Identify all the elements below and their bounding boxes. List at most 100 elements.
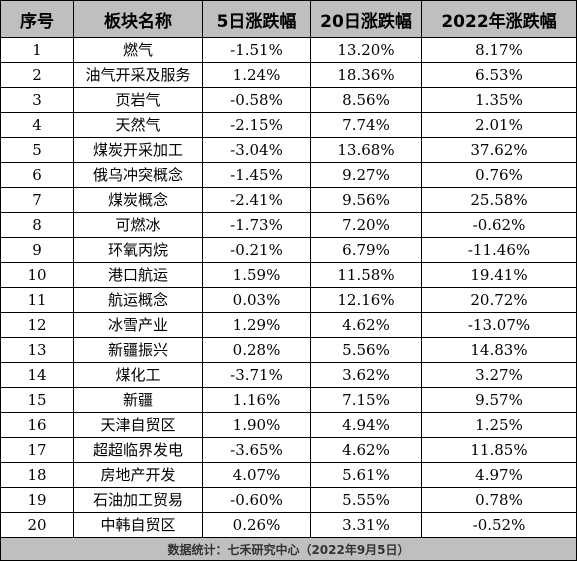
- table-row: 19 石油加工贸易 -0.60% 5.55% 0.78%: [0, 487, 577, 513]
- cell-index: 15: [0, 387, 74, 413]
- cell-2022-change: 0.78%: [421, 487, 577, 513]
- cell-20day-change: 5.61%: [310, 462, 422, 488]
- cell-2022-change: 4.97%: [421, 462, 577, 488]
- cell-20day-change: 12.16%: [310, 287, 422, 313]
- cell-20day-change: 13.68%: [310, 137, 422, 163]
- cell-index: 4: [0, 112, 74, 138]
- cell-5day-change: 1.16%: [202, 387, 311, 413]
- cell-2022-change: 25.58%: [421, 187, 577, 213]
- header-5day-change: 5日涨跌幅: [202, 0, 311, 38]
- cell-sector-name: 煤炭概念: [73, 187, 203, 213]
- header-sector-name: 板块名称: [73, 0, 203, 38]
- cell-2022-change: 9.57%: [421, 387, 577, 413]
- table-row: 13 新疆振兴 0.28% 5.56% 14.83%: [0, 337, 577, 363]
- cell-sector-name: 超超临界发电: [73, 437, 203, 463]
- cell-5day-change: -1.51%: [202, 37, 311, 63]
- cell-index: 16: [0, 412, 74, 438]
- cell-20day-change: 3.62%: [310, 362, 422, 388]
- cell-index: 13: [0, 337, 74, 363]
- cell-index: 20: [0, 512, 74, 538]
- cell-5day-change: -3.71%: [202, 362, 311, 388]
- cell-index: 18: [0, 462, 74, 488]
- cell-index: 2: [0, 62, 74, 88]
- cell-sector-name: 环氧丙烷: [73, 237, 203, 263]
- cell-5day-change: -0.21%: [202, 237, 311, 263]
- data-source-note: 数据统计：七禾研究中心（2022年9月5日）: [0, 537, 577, 561]
- cell-5day-change: -3.65%: [202, 437, 311, 463]
- cell-sector-name: 油气开采及服务: [73, 62, 203, 88]
- cell-5day-change: -2.41%: [202, 187, 311, 213]
- cell-2022-change: 20.72%: [421, 287, 577, 313]
- table-row: 3 页岩气 -0.58% 8.56% 1.35%: [0, 87, 577, 113]
- cell-sector-name: 煤化工: [73, 362, 203, 388]
- table-body: 1 燃气 -1.51% 13.20% 8.17% 2 油气开采及服务 1.24% 18.36% 6…: [0, 37, 577, 538]
- cell-2022-change: 3.27%: [421, 362, 577, 388]
- cell-sector-name: 新疆振兴: [73, 337, 203, 363]
- cell-index: 7: [0, 187, 74, 213]
- table-row: 15 新疆 1.16% 7.15% 9.57%: [0, 387, 577, 413]
- cell-index: 19: [0, 487, 74, 513]
- header-2022-change: 2022年涨跌幅: [421, 0, 577, 38]
- cell-index: 5: [0, 137, 74, 163]
- cell-sector-name: 煤炭开采加工: [73, 137, 203, 163]
- cell-20day-change: 4.62%: [310, 312, 422, 338]
- cell-20day-change: 11.58%: [310, 262, 422, 288]
- cell-index: 17: [0, 437, 74, 463]
- cell-20day-change: 5.56%: [310, 337, 422, 363]
- cell-2022-change: -11.46%: [421, 237, 577, 263]
- cell-sector-name: 可燃冰: [73, 212, 203, 238]
- header-20day-change: 20日涨跌幅: [310, 0, 422, 38]
- cell-sector-name: 俄乌冲突概念: [73, 162, 203, 188]
- table-row: 12 冰雪产业 1.29% 4.62% -13.07%: [0, 312, 577, 338]
- cell-index: 8: [0, 212, 74, 238]
- cell-5day-change: -0.60%: [202, 487, 311, 513]
- cell-2022-change: -13.07%: [421, 312, 577, 338]
- table-row: 2 油气开采及服务 1.24% 18.36% 6.53%: [0, 62, 577, 88]
- table-row: 16 天津自贸区 1.90% 4.94% 1.25%: [0, 412, 577, 438]
- cell-20day-change: 4.94%: [310, 412, 422, 438]
- cell-sector-name: 页岩气: [73, 87, 203, 113]
- cell-5day-change: -0.58%: [202, 87, 311, 113]
- cell-20day-change: 9.56%: [310, 187, 422, 213]
- table-row: 10 港口航运 1.59% 11.58% 19.41%: [0, 262, 577, 288]
- cell-sector-name: 新疆: [73, 387, 203, 413]
- cell-2022-change: 1.35%: [421, 87, 577, 113]
- cell-20day-change: 9.27%: [310, 162, 422, 188]
- table-row: 7 煤炭概念 -2.41% 9.56% 25.58%: [0, 187, 577, 213]
- cell-sector-name: 燃气: [73, 37, 203, 63]
- cell-20day-change: 13.20%: [310, 37, 422, 63]
- table-row: 11 航运概念 0.03% 12.16% 20.72%: [0, 287, 577, 313]
- cell-20day-change: 4.62%: [310, 437, 422, 463]
- table-row: 14 煤化工 -3.71% 3.62% 3.27%: [0, 362, 577, 388]
- cell-20day-change: 8.56%: [310, 87, 422, 113]
- cell-5day-change: 0.03%: [202, 287, 311, 313]
- cell-5day-change: 1.90%: [202, 412, 311, 438]
- cell-index: 14: [0, 362, 74, 388]
- cell-2022-change: 11.85%: [421, 437, 577, 463]
- cell-sector-name: 天津自贸区: [73, 412, 203, 438]
- cell-index: 11: [0, 287, 74, 313]
- table-row: 4 天然气 -2.15% 7.74% 2.01%: [0, 112, 577, 138]
- cell-5day-change: 1.24%: [202, 62, 311, 88]
- table-row: 8 可燃冰 -1.73% 7.20% -0.62%: [0, 212, 577, 238]
- table-row: 1 燃气 -1.51% 13.20% 8.17%: [0, 37, 577, 63]
- cell-2022-change: 14.83%: [421, 337, 577, 363]
- cell-20day-change: 7.20%: [310, 212, 422, 238]
- cell-index: 6: [0, 162, 74, 188]
- cell-sector-name: 航运概念: [73, 287, 203, 313]
- cell-index: 9: [0, 237, 74, 263]
- cell-sector-name: 石油加工贸易: [73, 487, 203, 513]
- cell-5day-change: -1.73%: [202, 212, 311, 238]
- cell-2022-change: 19.41%: [421, 262, 577, 288]
- cell-2022-change: -0.62%: [421, 212, 577, 238]
- cell-2022-change: 8.17%: [421, 37, 577, 63]
- cell-20day-change: 3.31%: [310, 512, 422, 538]
- cell-sector-name: 房地产开发: [73, 462, 203, 488]
- cell-index: 1: [0, 37, 74, 63]
- cell-sector-name: 港口航运: [73, 262, 203, 288]
- cell-5day-change: 1.29%: [202, 312, 311, 338]
- cell-index: 12: [0, 312, 74, 338]
- table-row: 5 煤炭开采加工 -3.04% 13.68% 37.62%: [0, 137, 577, 163]
- cell-index: 3: [0, 87, 74, 113]
